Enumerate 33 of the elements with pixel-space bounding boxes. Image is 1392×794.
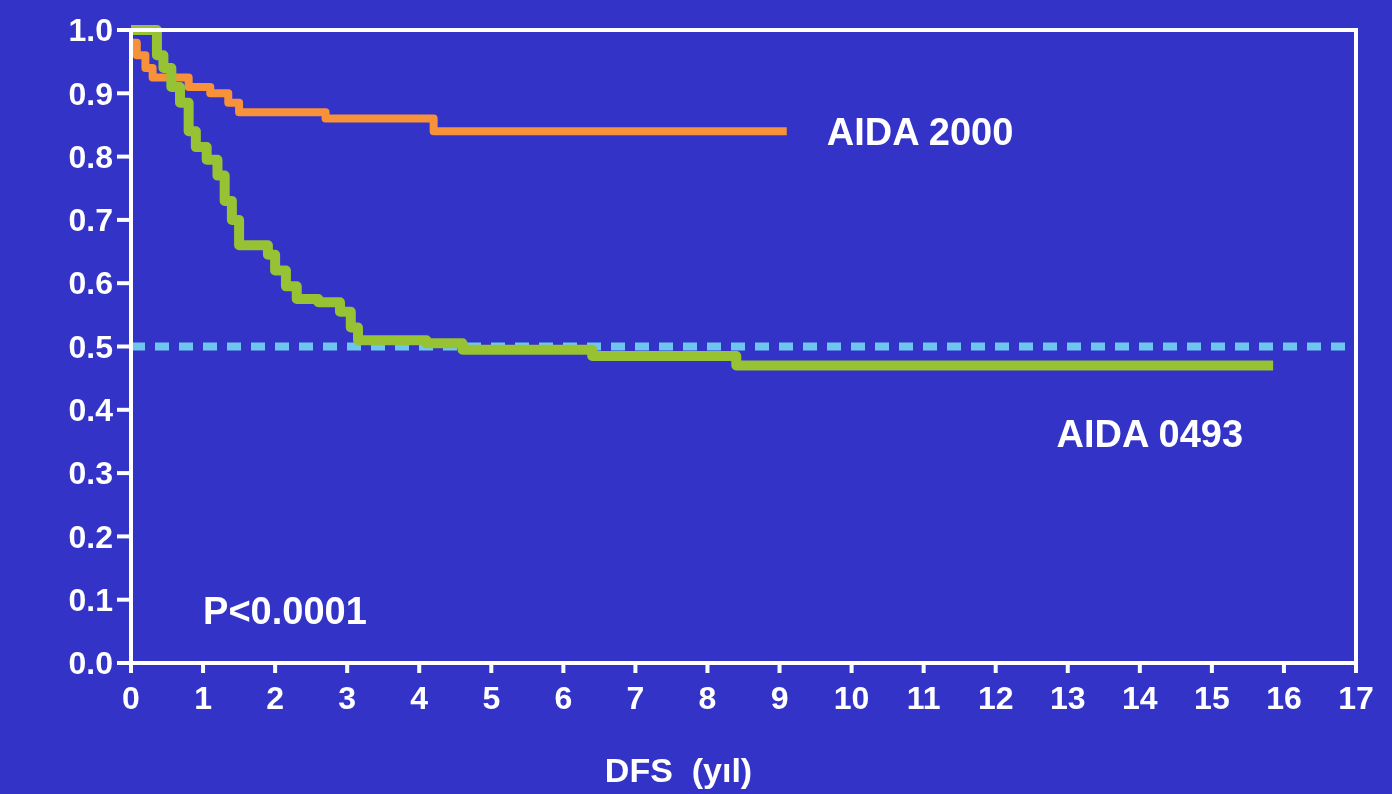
x-tick-label: 8: [698, 680, 717, 716]
x-tick-label: 9: [770, 680, 789, 716]
y-tick-label: 0.7: [68, 202, 113, 239]
y-tick-label: 0.4: [68, 392, 114, 428]
y-tick-label: 1.0: [68, 12, 113, 49]
y-tick-label: 0.0: [68, 645, 113, 682]
y-tick-label: 0.6: [68, 265, 113, 302]
x-tick-label: 3: [338, 680, 357, 716]
y-tick-label: 0.3: [68, 455, 113, 492]
x-tick-label: 1: [194, 680, 212, 716]
y-tick-label: 0.2: [68, 518, 113, 555]
x-tick-label: 4: [410, 680, 429, 716]
y-tick-label: 0.5: [68, 328, 113, 365]
x-tick-label: 0: [122, 680, 140, 716]
x-tick-label: 6: [554, 680, 573, 716]
x-tick-label: 15: [1194, 680, 1230, 716]
annotation: P<0.0001: [203, 590, 367, 633]
x-tick-label: 7: [626, 680, 645, 716]
x-tick-label: 10: [833, 680, 870, 716]
series-label: AIDA 2000: [826, 111, 1014, 154]
y-tick-label: 0.8: [68, 138, 113, 175]
x-tick-label: 16: [1266, 680, 1302, 716]
x-tick-label: 2: [266, 680, 285, 716]
x-tick-label: 17: [1338, 680, 1374, 716]
y-tick-label: 0.9: [68, 75, 113, 112]
series-label: AIDA 0493: [1056, 413, 1244, 456]
y-tick-label: 0.1: [68, 581, 113, 618]
x-tick-label: 5: [482, 680, 501, 716]
x-tick-label: 13: [1049, 680, 1086, 716]
x-tick-label: 12: [977, 680, 1014, 716]
x-tick-label: 11: [906, 680, 941, 716]
x-tick-label: 14: [1122, 680, 1158, 716]
x-axis-title: DFS (yıl): [604, 751, 753, 789]
